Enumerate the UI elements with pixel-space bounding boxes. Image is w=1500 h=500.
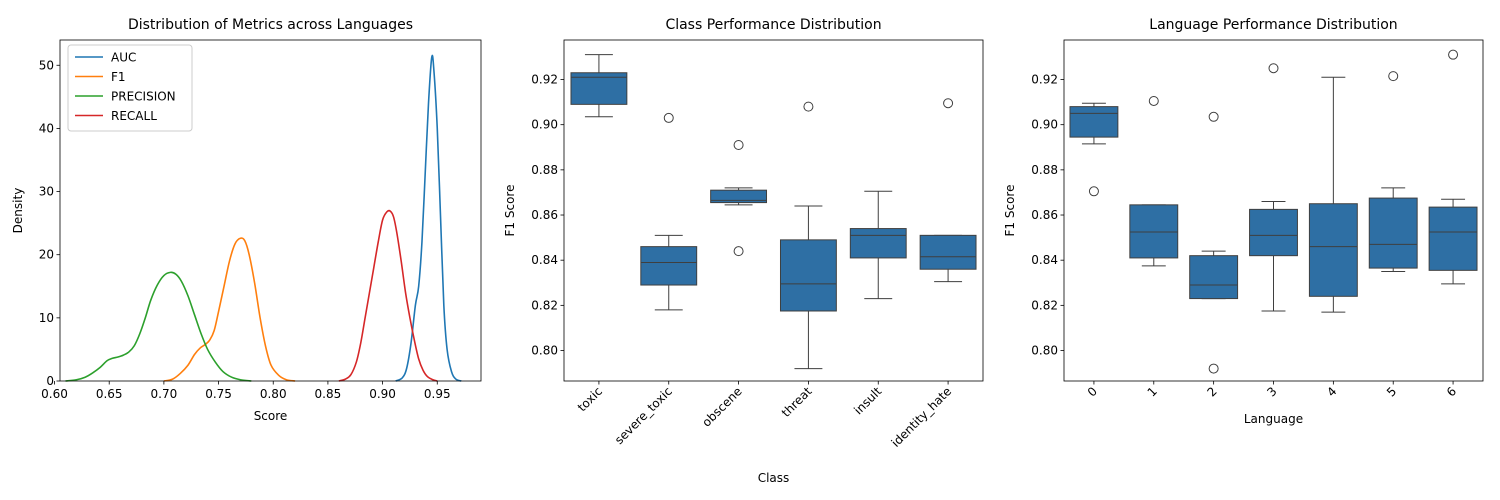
x-tick-label: 0.60 — [41, 387, 68, 401]
x-tick-label: 0.80 — [260, 387, 287, 401]
outlier-point — [1268, 63, 1279, 74]
x-tick-label: 0 — [1085, 384, 1100, 399]
box-iqr — [710, 189, 768, 204]
box-iqr — [1189, 255, 1239, 300]
outlier-point — [1388, 71, 1399, 82]
box-iqr — [1428, 206, 1478, 271]
x-tick-label: identity_hate — [889, 384, 955, 450]
y-tick-label: 0.80 — [531, 344, 558, 358]
outlier-point — [663, 112, 674, 123]
language-box-panel: Language Performance Distribution F1 Scor… — [1003, 17, 1484, 426]
y-tick-label: 10 — [39, 311, 54, 325]
chart-title: Class Performance Distribution — [665, 17, 881, 33]
y-tick-label: 30 — [39, 185, 54, 199]
y-tick-label: 0.90 — [531, 118, 558, 132]
box-iqr — [640, 246, 698, 286]
y-tick-label: 0.92 — [1031, 73, 1058, 87]
y-axis-label: F1 Score — [1003, 185, 1017, 237]
x-tick-label: 3 — [1264, 384, 1279, 399]
outlier-point — [943, 98, 954, 109]
x-axis-label: Class — [758, 471, 790, 485]
y-axis-label: Density — [11, 188, 25, 234]
outlier-point — [733, 140, 744, 151]
x-tick-label: 0.90 — [369, 387, 396, 401]
x-tick-label: 0.75 — [205, 387, 232, 401]
box-iqr — [849, 228, 907, 259]
y-tick-label: 0.88 — [531, 163, 558, 177]
x-tick-label: 0.65 — [96, 387, 123, 401]
box-iqr — [919, 234, 977, 270]
x-tick-label: 1 — [1145, 384, 1160, 399]
y-tick-label: 0.88 — [1031, 163, 1058, 177]
box-iqr — [1308, 203, 1358, 297]
y-tick-label: 0 — [46, 374, 54, 388]
x-axis-label: Language — [1244, 412, 1303, 426]
box-iqr — [1129, 204, 1179, 259]
outlier-point — [803, 101, 814, 112]
y-tick-label: 20 — [39, 248, 54, 262]
legend-label: RECALL — [111, 109, 157, 123]
y-axis-label: F1 Score — [503, 185, 517, 237]
x-tick-label: 0.95 — [424, 387, 451, 401]
y-tick-label: 0.86 — [1031, 208, 1058, 222]
x-tick-label: 0.85 — [315, 387, 342, 401]
outlier-point — [1208, 111, 1219, 122]
y-tick-label: 0.92 — [531, 73, 558, 87]
kde-line-f1 — [163, 237, 296, 382]
kde-panel: Distribution of Metrics across Languages… — [11, 17, 482, 423]
y-tick-label: 0.80 — [1031, 344, 1058, 358]
chart-title: Distribution of Metrics across Languages — [128, 17, 413, 33]
outlier-point — [1208, 363, 1219, 374]
legend-label: PRECISION — [111, 90, 176, 104]
x-tick-label: 6 — [1444, 384, 1459, 399]
x-tick-label: toxic — [575, 384, 605, 414]
axes-frame — [563, 39, 984, 382]
kde-line-auc — [395, 54, 462, 382]
chart-title: Language Performance Distribution — [1149, 17, 1397, 33]
outlier-point — [1148, 95, 1159, 106]
x-axis-label: Score — [254, 409, 288, 423]
y-tick-label: 50 — [39, 58, 54, 72]
x-tick-label: 4 — [1324, 384, 1339, 399]
kde-line-recall — [338, 209, 438, 382]
y-tick-label: 0.84 — [531, 253, 558, 267]
legend-label: F1 — [111, 70, 126, 84]
x-tick-label: obscene — [699, 384, 744, 429]
x-tick-label: threat — [779, 384, 815, 420]
legend-box — [67, 44, 193, 132]
kde-line-precision — [65, 271, 252, 382]
x-tick-label: insult — [851, 384, 884, 417]
class-box-panel: Class Performance Distribution F1 Score to… — [503, 17, 984, 485]
y-tick-label: 40 — [39, 121, 54, 135]
outlier-point — [733, 246, 744, 257]
box-iqr — [570, 72, 628, 105]
legend-label: AUC — [111, 51, 136, 65]
axes-frame — [59, 39, 482, 382]
box-iqr — [1368, 197, 1418, 269]
box-iqr — [779, 239, 837, 312]
x-tick-label: 2 — [1204, 384, 1219, 399]
y-tick-label: 0.84 — [1031, 253, 1058, 267]
box-iqr — [1069, 106, 1119, 138]
y-tick-label: 0.90 — [1031, 118, 1058, 132]
y-tick-label: 0.82 — [531, 298, 558, 312]
outlier-point — [1448, 49, 1459, 60]
y-tick-label: 0.86 — [531, 208, 558, 222]
outlier-point — [1088, 186, 1099, 197]
x-tick-label: severe_toxic — [612, 384, 675, 447]
box-iqr — [1249, 208, 1298, 257]
x-tick-label: 5 — [1384, 384, 1399, 399]
y-tick-label: 0.82 — [1031, 298, 1058, 312]
x-tick-label: 0.70 — [151, 387, 178, 401]
